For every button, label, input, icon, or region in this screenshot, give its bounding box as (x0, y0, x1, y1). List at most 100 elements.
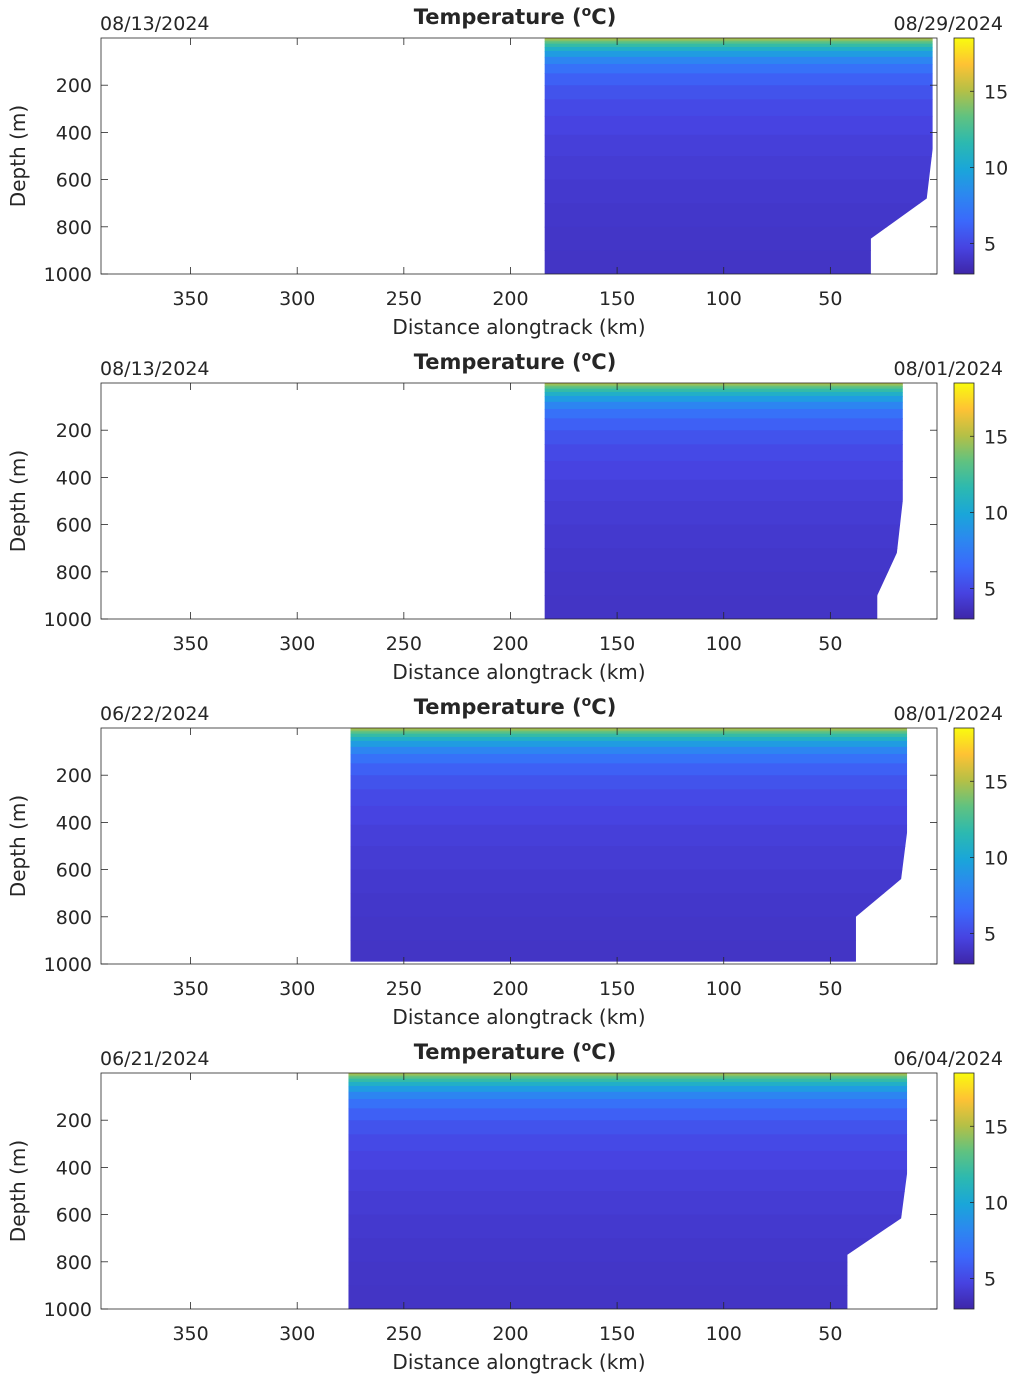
depth-band (544, 418, 903, 431)
depth-band (348, 1285, 908, 1309)
x-tick-label: 350 (172, 633, 208, 655)
x-tick-label: 350 (172, 288, 208, 310)
colorbar (953, 1072, 975, 1310)
x-tick-label: 250 (386, 1323, 422, 1345)
x-tick-label: 250 (386, 978, 422, 1000)
depth-band (544, 444, 903, 462)
depth-band (544, 595, 903, 619)
x-tick-label: 50 (818, 288, 842, 310)
depth-band (544, 226, 933, 251)
depth-band (544, 401, 903, 410)
depth-band (350, 805, 908, 826)
colorbar (953, 382, 975, 620)
depth-band (348, 1120, 908, 1135)
y-tick-label: 400 (56, 1157, 92, 1179)
panel-title: Temperature (oC) (414, 4, 617, 29)
depth-band (544, 460, 903, 481)
colorbar-tick-label: 5 (984, 924, 996, 946)
y-tick-label: 400 (56, 122, 92, 144)
colorbar-tick-label: 5 (984, 579, 996, 601)
x-tick-label: 300 (279, 978, 315, 1000)
x-tick-label: 200 (492, 1323, 528, 1345)
depth-band (348, 1108, 908, 1121)
x-tick-label: 350 (172, 978, 208, 1000)
depth-band (350, 740, 908, 748)
colorbar-tick-label: 10 (984, 1192, 1008, 1214)
depth-band (544, 134, 933, 157)
depth-band (348, 1098, 908, 1109)
x-tick-label: 350 (172, 1323, 208, 1345)
y-tick-label: 200 (56, 765, 92, 787)
start-date-label: 08/13/2024 (100, 358, 210, 380)
colorbar-tick-label: 5 (984, 1269, 996, 1291)
axes-frame (100, 727, 938, 965)
temperature-field (544, 383, 903, 619)
depth-band (348, 1238, 908, 1263)
depth-band (544, 39, 933, 42)
depth-band (544, 43, 933, 48)
depth-band (348, 1261, 908, 1286)
x-tick-label: 100 (706, 633, 742, 655)
depth-band (350, 753, 908, 764)
panel-title: Temperature (oC) (414, 1039, 617, 1064)
y-tick-label: 600 (56, 170, 92, 192)
start-date-label: 08/13/2024 (100, 13, 210, 35)
y-tick-label: 1000 (44, 264, 92, 286)
x-tick-label: 200 (492, 633, 528, 655)
panel-3: 350 300 250 200 150 100 50 200 400 600 800 1000 Dist… (6, 694, 1008, 1029)
depth-band (350, 846, 908, 871)
depth-band (544, 479, 903, 502)
y-tick-label: 800 (56, 217, 92, 239)
y-tick-label: 600 (56, 515, 92, 537)
x-tick-label: 150 (599, 288, 635, 310)
depth-band (348, 1134, 908, 1152)
x-tick-label: 150 (599, 1323, 635, 1345)
depth-band (544, 408, 903, 419)
x-tick-label: 250 (386, 288, 422, 310)
depth-band (348, 1214, 908, 1239)
y-tick-label: 400 (56, 467, 92, 489)
axes-frame (100, 37, 938, 275)
depth-band (544, 63, 933, 74)
y-tick-label: 1000 (44, 1299, 92, 1321)
y-tick-label: 1000 (44, 609, 92, 631)
x-tick-label: 300 (279, 1323, 315, 1345)
end-date-label: 08/29/2024 (893, 13, 1003, 35)
x-axis-label: Distance alongtrack (km) (392, 1005, 645, 1029)
colorbar (953, 727, 975, 965)
panel-title: Temperature (oC) (414, 694, 617, 719)
depth-band (350, 729, 908, 732)
depth-band (350, 916, 908, 941)
depth-band (350, 893, 908, 918)
depth-band (350, 736, 908, 742)
depth-band (544, 179, 933, 204)
start-date-label: 06/22/2024 (100, 703, 210, 725)
end-date-label: 08/01/2024 (893, 358, 1003, 380)
y-tick-label: 800 (56, 907, 92, 929)
x-tick-label: 250 (386, 633, 422, 655)
depth-band (544, 50, 933, 58)
depth-band (544, 524, 903, 549)
depth-band (350, 731, 908, 735)
depth-band (350, 728, 908, 731)
x-axis-label: Distance alongtrack (km) (392, 315, 645, 339)
depth-band (544, 430, 903, 445)
x-tick-label: 50 (818, 978, 842, 1000)
colorbar (953, 37, 975, 275)
panel-2: 350 300 250 200 150 100 50 200 400 600 800 1000 Dist… (6, 349, 1008, 684)
depth-band (544, 395, 903, 403)
depth-band (348, 1169, 908, 1192)
x-axis-label: Distance alongtrack (km) (392, 660, 645, 684)
y-axis-label: Depth (m) (6, 450, 30, 552)
temperature-field (348, 1073, 908, 1309)
colorbar-tick-label: 15 (984, 771, 1008, 793)
y-tick-label: 200 (56, 420, 92, 442)
y-tick-label: 400 (56, 812, 92, 834)
temperature-field (544, 38, 933, 274)
colorbar-tick-label: 10 (984, 502, 1008, 524)
y-tick-label: 800 (56, 1252, 92, 1274)
depth-band (350, 869, 908, 894)
depth-band (544, 56, 933, 65)
x-tick-label: 100 (706, 1323, 742, 1345)
